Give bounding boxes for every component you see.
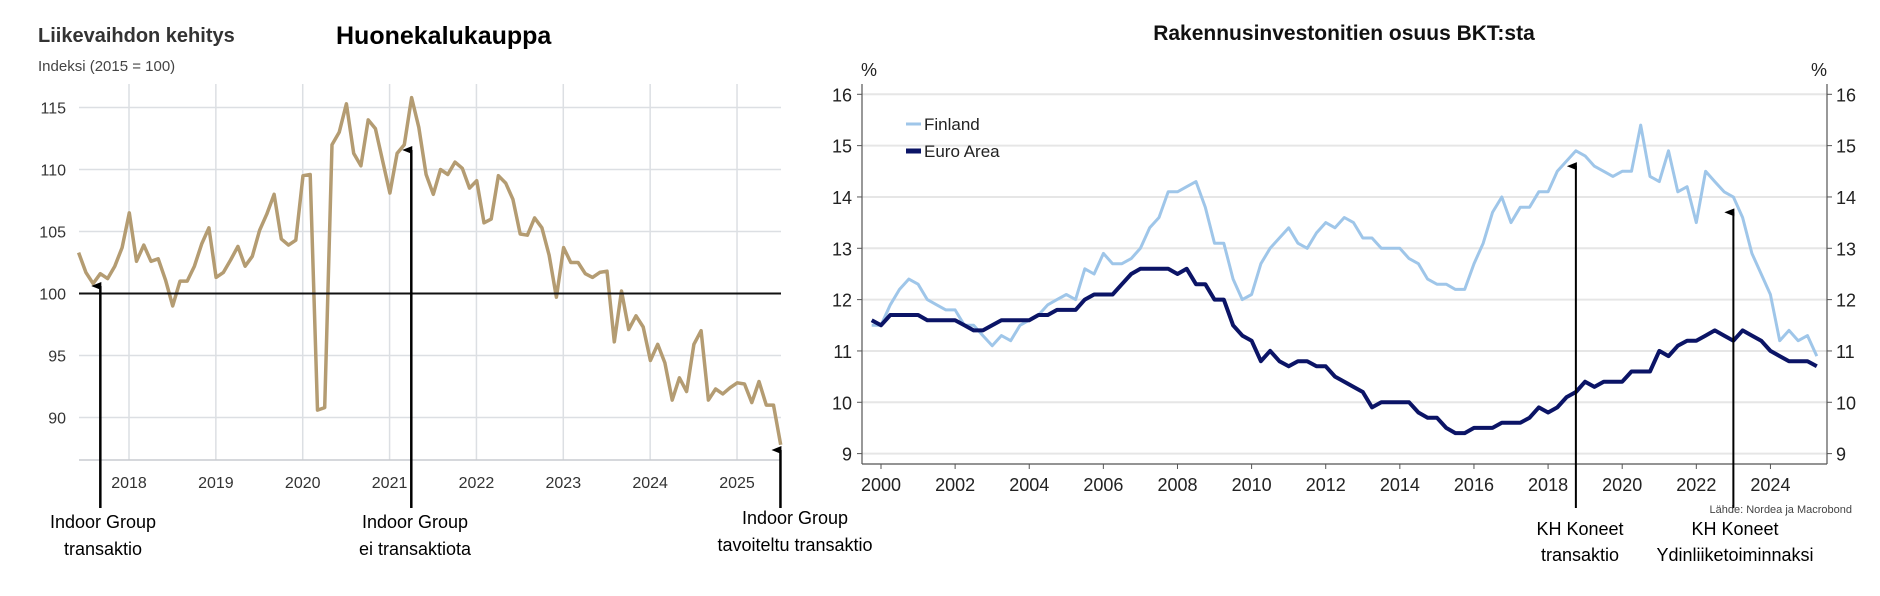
y-tick-label-left: 12 [832,291,852,311]
y-tick-label-right: 9 [1836,445,1846,465]
x-tick-label: 2020 [1602,475,1642,495]
turnover-chart: Liikevaihdon kehitys Huonekalukauppa Ind… [38,22,873,559]
x-tick-label: 2016 [1454,475,1494,495]
x-tick-label: 2012 [1306,475,1346,495]
y-tick-label: 90 [48,411,66,428]
x-tick-label: 2024 [1750,475,1790,495]
annotation-text: Indoor Group [50,512,156,532]
axis-ticks: 2018 2019 2020 2021 2022 2023 2024 2025 115 110 10… [39,101,755,493]
annotations: Indoor Group transaktio Indoor Group ei tra… [50,146,873,559]
annotations: KH Koneet transaktio KH Koneet Ydinliiketoi… [1536,162,1814,565]
grid [79,84,781,461]
annotation-text: KH Koneet [1691,519,1778,539]
y-tick-label: 115 [40,101,66,118]
annotation-text: transaktio [1541,545,1619,565]
y-tick-label-right: 13 [1836,239,1856,259]
chart-title: Liikevaihdon kehitys [38,25,235,47]
series-lines [870,123,1819,436]
y-tick-label-left: 15 [832,137,852,157]
construction-investment-chart: Rakennusinvestonitien osuus BKT:sta % % … [832,22,1856,565]
y-tick-label-right: 12 [1836,291,1856,311]
chart-heading: Huonekalukauppa [336,22,552,50]
x-tick-label: 2025 [719,475,755,492]
x-tick-label: 2018 [1528,475,1568,495]
y-tick-label-left: 10 [832,393,852,413]
legend-label-euro-area: Euro Area [924,142,1000,161]
x-tick-label: 2022 [459,475,495,492]
x-tick-label: 2010 [1232,475,1272,495]
chart-title: Rakennusinvestonitien osuus BKT:sta [1153,22,1535,45]
annotation-text: transaktio [64,539,142,559]
y-tick-label-right: 14 [1836,188,1856,208]
y-tick-label-left: 9 [842,445,852,465]
y-tick-label-right: 10 [1836,393,1856,413]
annotation-text: Ydinliiketoiminnaksi [1656,545,1813,565]
grid [861,84,1828,465]
y-tick-label: 105 [39,225,66,242]
annotation-text: Indoor Group [742,508,848,528]
x-tick-label: 2014 [1380,475,1420,495]
y-tick-label-left: 13 [832,239,852,259]
annotation-text: ei transaktiota [359,539,472,559]
y-tick-label-right: 15 [1836,137,1856,157]
y-tick-label: 100 [39,287,66,304]
legend: Finland Euro Area [906,115,1000,161]
annotation-text: tavoiteltu transaktio [717,535,872,555]
y-tick-label-left: 11 [833,342,852,362]
series-lines [76,95,783,446]
x-tick-label: 2008 [1157,475,1197,495]
y-tick-label: 95 [48,349,66,366]
x-tick-label: 2021 [372,475,408,492]
y-tick-label-left: 16 [832,85,852,105]
y-tick-label-right: 16 [1836,85,1856,105]
annotation-text: Indoor Group [362,512,468,532]
chart-subtitle: Indeksi (2015 = 100) [38,58,175,75]
x-tick-label: 2019 [198,475,234,492]
x-tick-label: 2020 [285,475,321,492]
y-axis-label-right: % [1811,60,1827,80]
x-tick-label: 2004 [1009,475,1049,495]
source-note: Lähde: Nordea ja Macrobond [1710,504,1852,516]
y-tick-label-right: 11 [1836,342,1855,362]
x-tick-label: 2000 [861,475,901,495]
annotation-text: KH Koneet [1536,519,1623,539]
y-axis-label-left: % [861,60,877,80]
series-line-euro-area [870,266,1818,436]
x-tick-label: 2002 [935,475,975,495]
y-tick-label: 110 [40,163,66,180]
x-tick-label: 2006 [1083,475,1123,495]
x-tick-label: 2018 [111,475,147,492]
x-tick-label: 2022 [1676,475,1716,495]
y-tick-label-left: 14 [832,188,852,208]
turnover-index-line [76,95,783,446]
legend-label-finland: Finland [924,115,980,134]
x-tick-label: 2023 [546,475,582,492]
axis-ticks: 16 16 15 15 14 14 13 13 12 12 11 11 10 10 9 9 2000 2002 20… [832,85,1856,495]
x-tick-label: 2024 [632,475,668,492]
